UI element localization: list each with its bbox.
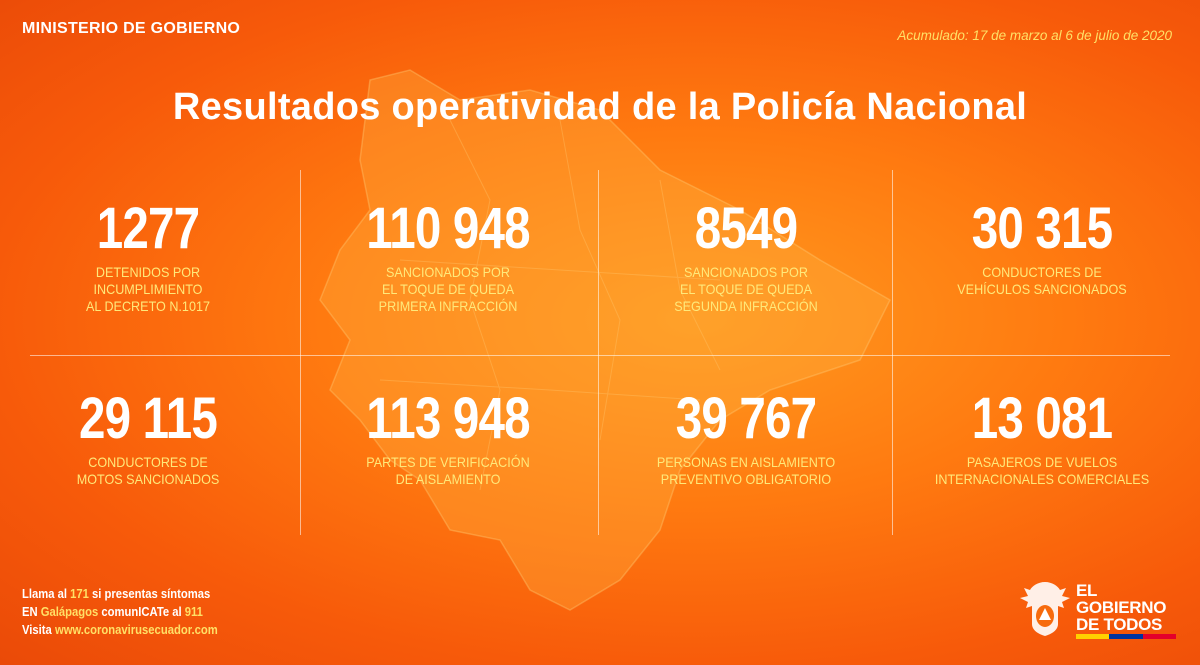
stat-pasajeros-vuelos: 13 081 PASAJEROS DE VUELOS INTERNACIONALE… xyxy=(896,388,1188,488)
stat-value: 1277 xyxy=(96,196,200,261)
footer-contact-info: Llama al 171 si presentas síntomas EN Ga… xyxy=(22,585,218,639)
flag-stripe xyxy=(1076,634,1176,639)
stat-value: 8549 xyxy=(694,196,798,261)
accumulated-date-range: Acumulado: 17 de marzo al 6 de julio de … xyxy=(897,28,1172,43)
website-link[interactable]: www.coronavirusecuador.com xyxy=(54,623,218,637)
stat-label: SANCIONADOS POR EL TOQUE DE QUEDA PRIMERA … xyxy=(378,264,518,314)
stat-label: PERSONAS EN AISLAMIENTO PREVENTIVO OBLIGA… xyxy=(656,454,836,487)
stat-sancionados-primera: 110 948 SANCIONADOS POR EL TOQUE DE QUEDA… xyxy=(302,198,594,315)
stat-label: DETENIDOS POR INCUMPLIMIENTO AL DECRETO N.… xyxy=(86,264,210,314)
stat-conductores-vehiculos: 30 315 CONDUCTORES DE VEHÍCULOS SANCIONAD… xyxy=(896,198,1188,298)
grid-divider xyxy=(892,170,893,535)
stat-label: SANCIONADOS POR EL TOQUE DE QUEDA SEGUNDA … xyxy=(674,264,818,314)
stat-label: PARTES DE VERIFICACIÓN DE AISLAMIENTO xyxy=(366,454,530,487)
stat-label: CONDUCTORES DE MOTOS SANCIONADOS xyxy=(76,454,220,487)
stat-conductores-motos: 29 115 CONDUCTORES DE MOTOS SANCIONADOS xyxy=(2,388,294,488)
stat-personas-aislamiento: 39 767 PERSONAS EN AISLAMIENTO PREVENTIVO… xyxy=(600,388,892,488)
grid-divider xyxy=(30,355,1170,356)
grid-divider xyxy=(598,170,599,535)
stat-partes-verificacion: 113 948 PARTES DE VERIFICACIÓN DE AISLAMI… xyxy=(302,388,594,488)
stat-sancionados-segunda: 8549 SANCIONADOS POR EL TOQUE DE QUEDA SEG… xyxy=(600,198,892,315)
stat-value: 39 767 xyxy=(675,386,817,451)
footer-line-galapagos: EN Galápagos comunICATe al 911 xyxy=(22,605,203,619)
ministry-name: MINISTERIO DE GOBIERNO xyxy=(22,20,241,37)
stat-label: CONDUCTORES DE VEHÍCULOS SANCIONADOS xyxy=(957,264,1127,297)
stat-value: 110 948 xyxy=(366,196,530,261)
footer-line-website: Visita www.coronavirusecuador.com xyxy=(22,623,218,637)
coat-of-arms-icon xyxy=(1020,582,1070,636)
grid-divider xyxy=(300,170,301,535)
stat-value: 30 315 xyxy=(971,196,1113,261)
stat-value: 29 115 xyxy=(79,386,218,451)
stat-value: 13 081 xyxy=(971,386,1113,451)
stat-label: PASAJEROS DE VUELOS INTERNACIONALES COMER… xyxy=(934,454,1150,487)
gobierno-de-todos-logo: EL GOBIERNO DE TODOS xyxy=(1018,580,1178,640)
ecuador-map-watermark xyxy=(319,69,891,611)
page-title: Resultados operatividad de la Policía Na… xyxy=(172,86,1028,128)
footer-line-call: Llama al 171 si presentas síntomas xyxy=(22,587,211,601)
stat-value: 113 948 xyxy=(366,386,530,451)
logo-text: EL GOBIERNO DE TODOS xyxy=(1076,581,1167,634)
stat-detenidos: 1277 DETENIDOS POR INCUMPLIMIENTO AL DECRE… xyxy=(2,198,294,315)
